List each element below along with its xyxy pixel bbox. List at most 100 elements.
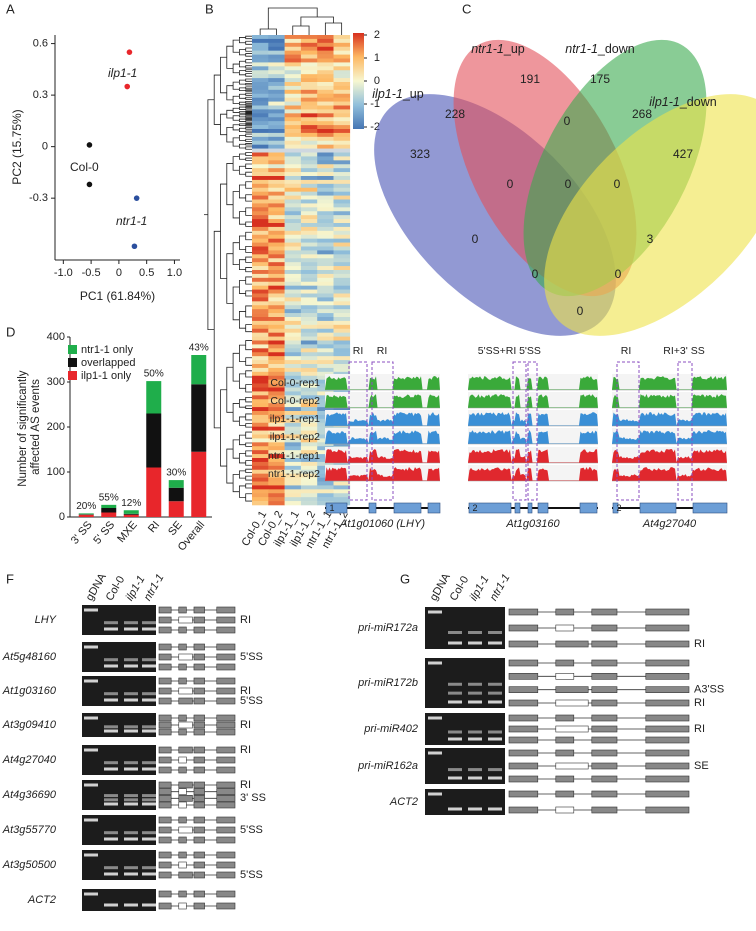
bar-segment <box>146 467 162 517</box>
heatmap-cell <box>333 215 351 220</box>
isoform-exon <box>178 826 193 834</box>
heatmap-cell <box>252 113 269 118</box>
isoform-exon <box>178 677 187 685</box>
isoform-exon <box>193 626 205 634</box>
heatmap-cell <box>284 42 302 48</box>
heatmap-cell <box>252 493 269 498</box>
event-label: RI <box>621 345 632 357</box>
heatmap-cell <box>252 297 269 302</box>
heatmap-cell <box>268 172 285 177</box>
dendrogram <box>239 153 246 160</box>
heatmap-cell <box>333 74 351 79</box>
heatmap-cell <box>252 152 269 157</box>
heatmap-cell <box>268 58 285 63</box>
dendrogram <box>245 324 252 333</box>
dendrogram <box>245 130 252 133</box>
isoform-exon <box>645 736 690 744</box>
heatmap-cell <box>252 418 269 424</box>
coverage <box>325 449 440 463</box>
heatmap-cell <box>284 113 302 118</box>
heatmap-cell <box>300 371 318 377</box>
isoform-exon <box>216 728 236 736</box>
dendrogram <box>239 485 246 498</box>
heatmap-cell <box>268 211 285 216</box>
heatmap-cell <box>268 317 285 322</box>
dendrogram <box>239 111 246 114</box>
heatmap-cell <box>284 148 302 153</box>
gel-band <box>104 802 118 806</box>
dendrogram <box>232 474 240 493</box>
heatmap-cell <box>317 78 334 83</box>
coverage <box>325 394 440 408</box>
heatmap-cell <box>300 313 318 318</box>
heatmap-cell <box>300 93 318 98</box>
gel-band <box>124 837 138 841</box>
heatmap-cell <box>333 305 351 310</box>
heatmap-cell <box>284 340 302 345</box>
heatmap-cell <box>268 35 285 40</box>
series-label: ntr1-1 <box>116 214 147 228</box>
y-tick-label: 200 <box>47 421 65 433</box>
gel-band <box>488 682 502 686</box>
dendrogram <box>245 146 252 150</box>
heatmap-cell <box>284 461 302 467</box>
dendrogram <box>245 475 252 481</box>
point <box>131 243 138 250</box>
heatmap-cell <box>252 454 269 459</box>
heatmap-cell <box>300 38 318 44</box>
heatmap-cell <box>284 352 302 357</box>
heatmap-cell <box>268 219 285 224</box>
isoform-exon <box>216 788 236 795</box>
heatmap-cell <box>268 129 285 134</box>
heatmap-cell <box>268 97 285 102</box>
event-label: 5'SS <box>240 651 263 663</box>
heatmap-cell <box>333 309 351 314</box>
heatmap-cell <box>284 179 302 185</box>
isoform-exon <box>591 725 618 733</box>
heatmap-cell <box>252 160 269 165</box>
heatmap-cell <box>268 465 285 471</box>
gel-band <box>468 768 482 772</box>
heatmap-cell <box>317 129 334 134</box>
isoform-exon <box>216 606 236 614</box>
gene-exon <box>537 502 549 514</box>
heatmap-cell <box>317 58 334 63</box>
isoform-exon <box>508 762 539 770</box>
heatmap-cell <box>268 360 285 365</box>
gene-exon <box>527 502 533 514</box>
heatmap-cell <box>268 309 285 314</box>
venn-count: 175 <box>590 72 610 86</box>
heatmap-cell <box>317 183 334 189</box>
heatmap-cell <box>300 105 318 110</box>
colorbar <box>353 33 364 129</box>
dendrogram <box>239 101 246 106</box>
gel-band <box>428 661 442 665</box>
heatmap-cell <box>317 74 334 79</box>
isoform-exon <box>645 790 690 798</box>
heatmap-cell <box>333 109 351 114</box>
heatmap-cell <box>317 258 334 263</box>
heatmap-cell <box>284 172 302 177</box>
isoform-exon <box>645 673 690 680</box>
venn-count: 228 <box>445 107 465 121</box>
gene-exon <box>368 502 377 514</box>
heatmap-cell <box>333 246 351 251</box>
heatmap-cell <box>300 109 318 114</box>
gel-band <box>104 729 118 733</box>
heatmap-cell <box>300 465 318 471</box>
isoform-exon <box>158 697 172 705</box>
heatmap-cell <box>333 105 351 110</box>
colorbar-label: 2 <box>374 29 380 41</box>
heatmap-cell <box>300 164 318 169</box>
event-label: RI <box>240 744 251 756</box>
heatmap-cell <box>284 324 302 330</box>
dendrogram <box>239 37 246 44</box>
heatmap-cell <box>252 352 269 357</box>
isoform-exon <box>216 653 236 661</box>
heatmap-cell <box>268 262 285 267</box>
dendrogram <box>245 59 252 64</box>
heatmap-cell <box>284 129 302 134</box>
x-tick-label: 0 <box>116 267 122 279</box>
legend-label: overlapped <box>81 357 135 369</box>
isoform-exon <box>158 836 172 844</box>
